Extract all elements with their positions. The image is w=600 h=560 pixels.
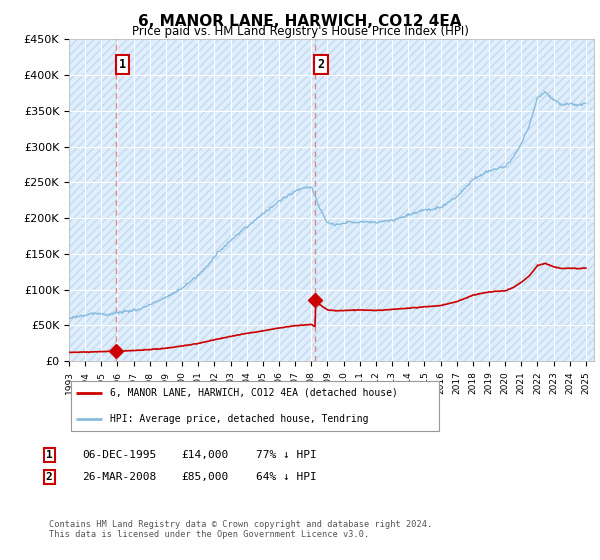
Text: 6, MANOR LANE, HARWICH, CO12 4EA (detached house): 6, MANOR LANE, HARWICH, CO12 4EA (detach… bbox=[110, 388, 398, 398]
Text: 64% ↓ HPI: 64% ↓ HPI bbox=[256, 472, 317, 482]
Text: £14,000: £14,000 bbox=[181, 450, 229, 460]
Text: 2: 2 bbox=[317, 58, 325, 71]
Text: 77% ↓ HPI: 77% ↓ HPI bbox=[256, 450, 317, 460]
Text: 1: 1 bbox=[119, 58, 126, 71]
Text: 26-MAR-2008: 26-MAR-2008 bbox=[82, 472, 157, 482]
Text: 06-DEC-1995: 06-DEC-1995 bbox=[82, 450, 157, 460]
Text: Contains HM Land Registry data © Crown copyright and database right 2024.
This d: Contains HM Land Registry data © Crown c… bbox=[49, 520, 433, 539]
Text: £85,000: £85,000 bbox=[181, 472, 229, 482]
Text: 6, MANOR LANE, HARWICH, CO12 4EA: 6, MANOR LANE, HARWICH, CO12 4EA bbox=[138, 14, 462, 29]
Text: 2: 2 bbox=[46, 472, 53, 482]
Text: HPI: Average price, detached house, Tendring: HPI: Average price, detached house, Tend… bbox=[110, 414, 368, 424]
FancyBboxPatch shape bbox=[71, 381, 439, 431]
Text: Price paid vs. HM Land Registry's House Price Index (HPI): Price paid vs. HM Land Registry's House … bbox=[131, 25, 469, 38]
Text: 1: 1 bbox=[46, 450, 53, 460]
